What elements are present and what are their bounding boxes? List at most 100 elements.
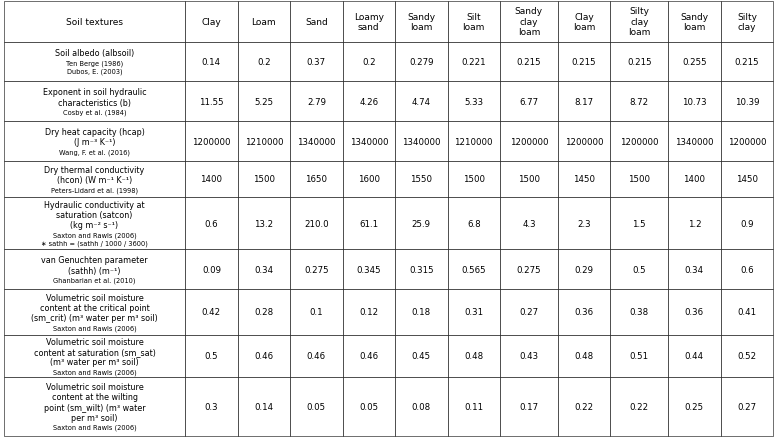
Text: van Genuchten parameter
(sathh) (m⁻¹): van Genuchten parameter (sathh) (m⁻¹) <box>41 255 148 275</box>
Bar <box>185 2 238 42</box>
Text: Saxton and Rawls (2006): Saxton and Rawls (2006) <box>53 368 137 375</box>
Text: 0.29: 0.29 <box>574 265 594 274</box>
Bar <box>4 198 185 250</box>
Text: 1.5: 1.5 <box>632 219 646 228</box>
Bar <box>290 82 343 122</box>
Text: Dry heat capacity (hcap)
(J m⁻³ K⁻¹): Dry heat capacity (hcap) (J m⁻³ K⁻¹) <box>44 128 145 147</box>
Text: 0.22: 0.22 <box>629 402 649 411</box>
Bar <box>558 335 610 377</box>
Bar <box>185 335 238 377</box>
Bar <box>395 122 448 162</box>
Bar <box>238 162 290 198</box>
Text: 0.2: 0.2 <box>257 58 270 67</box>
Text: 0.14: 0.14 <box>202 58 221 67</box>
Bar <box>290 289 343 335</box>
Bar <box>448 82 500 122</box>
Text: 0.17: 0.17 <box>519 402 538 411</box>
Text: Saxton and Rawls (2006): Saxton and Rawls (2006) <box>53 325 137 331</box>
Text: 0.345: 0.345 <box>357 265 382 274</box>
Text: 1210000: 1210000 <box>455 137 493 146</box>
Bar <box>558 82 610 122</box>
Bar <box>238 289 290 335</box>
Text: 0.6: 0.6 <box>740 265 754 274</box>
Text: 0.46: 0.46 <box>307 351 326 360</box>
Bar <box>185 122 238 162</box>
Text: 0.09: 0.09 <box>202 265 221 274</box>
Text: 1.2: 1.2 <box>688 219 701 228</box>
Text: 0.51: 0.51 <box>629 351 649 360</box>
Text: 8.72: 8.72 <box>629 98 649 106</box>
Bar <box>448 335 500 377</box>
Bar <box>290 377 343 436</box>
Bar <box>610 335 668 377</box>
Text: 0.3: 0.3 <box>204 402 218 411</box>
Bar <box>395 82 448 122</box>
Text: Peters-Lidard et al. (1998): Peters-Lidard et al. (1998) <box>51 187 138 193</box>
Text: 4.74: 4.74 <box>412 98 431 106</box>
Bar <box>290 42 343 82</box>
Text: 0.9: 0.9 <box>740 219 754 228</box>
Bar <box>668 42 720 82</box>
Bar <box>238 335 290 377</box>
Bar <box>610 42 668 82</box>
Text: 0.28: 0.28 <box>254 308 274 317</box>
Bar <box>4 42 185 82</box>
Bar <box>720 42 773 82</box>
Text: 1200000: 1200000 <box>510 137 548 146</box>
Text: Sand: Sand <box>305 18 328 27</box>
Text: 0.215: 0.215 <box>572 58 597 67</box>
Bar <box>4 162 185 198</box>
Text: 0.43: 0.43 <box>519 351 538 360</box>
Bar <box>448 377 500 436</box>
Bar <box>448 122 500 162</box>
Text: 1200000: 1200000 <box>192 137 231 146</box>
Bar <box>720 335 773 377</box>
Text: 0.31: 0.31 <box>464 308 483 317</box>
Text: 2.3: 2.3 <box>577 219 591 228</box>
Bar <box>238 377 290 436</box>
Bar <box>610 122 668 162</box>
Text: 6.8: 6.8 <box>467 219 480 228</box>
Bar <box>720 82 773 122</box>
Text: 1200000: 1200000 <box>727 137 766 146</box>
Bar <box>343 377 395 436</box>
Text: 0.1: 0.1 <box>309 308 323 317</box>
Text: 5.25: 5.25 <box>254 98 274 106</box>
Bar <box>558 250 610 289</box>
Text: 0.255: 0.255 <box>682 58 707 67</box>
Text: Sandy
loam: Sandy loam <box>407 13 435 32</box>
Bar <box>500 198 558 250</box>
Text: 1200000: 1200000 <box>565 137 603 146</box>
Text: 0.36: 0.36 <box>574 308 594 317</box>
Bar <box>720 250 773 289</box>
Bar <box>500 122 558 162</box>
Bar <box>610 2 668 42</box>
Bar <box>343 122 395 162</box>
Bar <box>668 289 720 335</box>
Bar <box>448 2 500 42</box>
Bar <box>4 82 185 122</box>
Text: 0.37: 0.37 <box>307 58 326 67</box>
Bar <box>185 289 238 335</box>
Bar <box>668 162 720 198</box>
Text: Loam: Loam <box>252 18 276 27</box>
Text: Wang, F. et al. (2016): Wang, F. et al. (2016) <box>59 149 130 155</box>
Bar <box>343 335 395 377</box>
Text: 4.26: 4.26 <box>359 98 378 106</box>
Bar <box>290 122 343 162</box>
Text: Silt
loam: Silt loam <box>462 13 485 32</box>
Bar <box>185 82 238 122</box>
Text: Clay
loam: Clay loam <box>573 13 595 32</box>
Text: Volumetric soil moisture
content at the wilting
point (sm_wilt) (m³ water
per m³: Volumetric soil moisture content at the … <box>44 382 145 422</box>
Text: 0.44: 0.44 <box>685 351 704 360</box>
Bar <box>343 250 395 289</box>
Bar <box>290 335 343 377</box>
Text: Volumetric soil moisture
content at the critical point
(sm_crit) (m³ water per m: Volumetric soil moisture content at the … <box>31 293 158 323</box>
Text: 0.42: 0.42 <box>202 308 221 317</box>
Text: 0.5: 0.5 <box>632 265 646 274</box>
Text: 0.221: 0.221 <box>462 58 486 67</box>
Text: Exponent in soil hydraulic
characteristics (b): Exponent in soil hydraulic characteristi… <box>43 88 146 107</box>
Text: 13.2: 13.2 <box>254 219 274 228</box>
Text: 0.52: 0.52 <box>737 351 757 360</box>
Bar <box>4 289 185 335</box>
